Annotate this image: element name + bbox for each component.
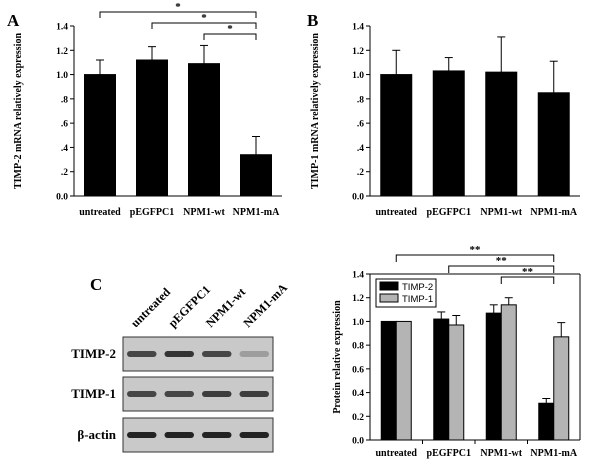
y-tick-label: 1.0 [56, 71, 68, 81]
x-tick-label: NPM1-wt [480, 207, 522, 218]
y-tick-label: .4 [61, 144, 68, 154]
y-tick-label: 1.4 [56, 23, 68, 33]
lane-label: NPM1-mA [240, 280, 290, 330]
x-tick-label: untreated [79, 207, 121, 218]
significance-bracket [500, 276, 555, 284]
y-tick-label: 0.6 [352, 365, 364, 375]
y-tick-label: 1.0 [352, 318, 364, 328]
y-axis-label: Protein relative expression [332, 300, 343, 414]
bar [538, 402, 555, 441]
bar [188, 63, 220, 197]
significance-bracket [395, 254, 555, 262]
blot-band [239, 351, 269, 357]
legend-label: TIMP-1 [402, 294, 433, 305]
y-tick-label: .2 [61, 168, 68, 178]
legend-label: TIMP-2 [402, 282, 433, 293]
bar [432, 70, 465, 197]
significance-label: * [175, 1, 181, 13]
bar [380, 320, 397, 441]
significance-bracket [203, 33, 257, 40]
blot-band [202, 432, 232, 438]
lane-label: untreated [128, 285, 173, 330]
bar [84, 74, 116, 197]
blot-band [164, 351, 194, 357]
x-tick-label: pEGFPC1 [130, 207, 174, 218]
y-tick-label: 0.0 [352, 437, 364, 447]
significance-label: * [227, 23, 233, 35]
y-tick-label: 0.2 [352, 413, 364, 423]
significance-label: * [201, 12, 207, 24]
bar [500, 304, 517, 441]
x-tick-label: NPM1-mA [530, 448, 577, 459]
panel-letter-b: B [307, 11, 318, 30]
x-tick-label: pEGFPC1 [427, 207, 471, 218]
y-tick-label: 1.4 [352, 271, 364, 281]
bar [485, 312, 502, 441]
x-tick-label: NPM1-wt [480, 448, 522, 459]
x-tick-label: NPM1-mA [530, 207, 577, 218]
bar [240, 154, 272, 197]
y-axis-label: TIMP-1 mRNA relatively expression [310, 33, 321, 189]
y-tick-label: .8 [357, 95, 364, 105]
legend-swatch [379, 281, 399, 291]
y-tick-label: .8 [61, 95, 68, 105]
y-tick-label: 1.2 [352, 47, 364, 57]
panel-letter-c: C [90, 275, 102, 294]
chart-c-protein-expression: 0.0 0.2 0.4 0.6 0.8 1.0 1.2 1.4 Protein relative… [332, 244, 581, 459]
significance-bracket [99, 11, 257, 18]
blot-band [239, 432, 269, 438]
blot-band [202, 391, 232, 397]
bar [380, 74, 413, 197]
legend-swatch [379, 293, 399, 303]
chart-a-timp2-mrna: 0.0 .2 .4 .6 .8 1.0 1.2 1.4 TIMP-2 mRNA relative… [13, 1, 282, 218]
y-tick-label: 0.4 [352, 389, 364, 399]
blot-band [239, 391, 269, 397]
blot-band [127, 432, 157, 438]
blot-band [202, 351, 232, 357]
bar [136, 59, 168, 197]
blot-row-label: TIMP-1 [71, 386, 116, 401]
x-tick-label: NPM1-mA [233, 207, 280, 218]
blot-band [127, 351, 157, 357]
bar [485, 71, 518, 197]
y-tick-label: 1.2 [56, 47, 68, 57]
bar [395, 320, 412, 441]
y-tick-label: .2 [357, 168, 364, 178]
bar [433, 318, 450, 441]
significance-label: ** [470, 244, 482, 256]
significance-bracket [151, 22, 257, 29]
y-tick-label: .6 [357, 120, 364, 130]
y-tick-label: 1.2 [352, 294, 364, 304]
significance-bracket [448, 265, 555, 273]
x-tick-label: pEGFPC1 [427, 448, 471, 459]
y-axis-label: TIMP-2 mRNA relatively expression [13, 33, 24, 189]
x-tick-label: untreated [376, 448, 418, 459]
blot-row-label: β-actin [77, 427, 116, 442]
significance-label: ** [522, 266, 534, 278]
y-tick-label: 1.0 [352, 71, 364, 81]
panel-letter-a: A [7, 11, 20, 30]
bar [448, 324, 465, 441]
y-tick-label: 1.4 [352, 23, 364, 33]
bar [537, 92, 570, 197]
blot-row-label: TIMP-2 [71, 346, 116, 361]
x-tick-label: untreated [376, 207, 418, 218]
y-tick-label: 0.8 [352, 342, 364, 352]
bar [553, 336, 570, 441]
blot-band [164, 391, 194, 397]
y-tick-label: 0.0 [352, 193, 364, 203]
significance-label: ** [496, 255, 508, 267]
blot-band [127, 391, 157, 397]
western-blot: untreatedpEGFPC1NPM1-wtNPM1-mATIMP-2TIMP… [71, 280, 290, 453]
x-tick-label: NPM1-wt [183, 207, 225, 218]
y-tick-label: 0.0 [56, 193, 68, 203]
chart-b-timp1-mrna: 0.0 .2 .4 .6 .8 1.0 1.2 1.4 TIMP-1 mRNA relative… [310, 23, 580, 218]
blot-band [164, 432, 194, 438]
y-tick-label: .4 [357, 144, 364, 154]
y-tick-label: .6 [61, 120, 68, 130]
